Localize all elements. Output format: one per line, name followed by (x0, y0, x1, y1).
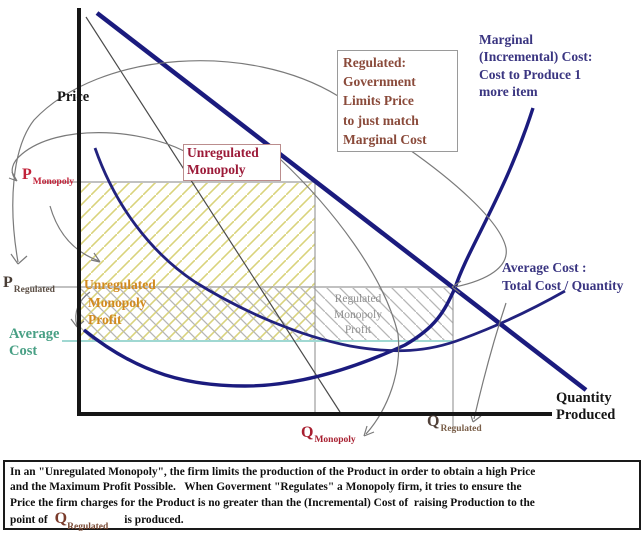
regulated-monopoly-profit-label: Regulated Monopoly Profit (318, 292, 398, 339)
arrowhead-p-monopoly (8, 171, 18, 182)
reg-profit-line1: Regulated (334, 293, 382, 305)
p-monopoly-main: P (22, 166, 32, 183)
q-monopoly-main: Q (301, 424, 314, 441)
avg-left-line2: Cost (9, 342, 38, 359)
arrowhead-q-monopoly (363, 425, 375, 437)
average-cost-label: Average Cost (9, 326, 59, 359)
regulated-line1: Regulated: (343, 55, 406, 70)
caption-line4-prefix: point of (10, 513, 48, 526)
q-regulated-label: QRegulated (427, 413, 482, 434)
p-regulated-main: P (3, 274, 13, 291)
quantity-axis-line1: Quantity (556, 390, 612, 406)
regulated-line2: Government (343, 74, 416, 90)
caption-line4: point of QRegulated is produced. (10, 509, 639, 532)
q-regulated-sub: Regulated (440, 424, 482, 434)
marginal-line4: more item (479, 83, 538, 99)
arrow-to-q-monopoly (279, 158, 400, 435)
arrow-regulated-to-intersection (406, 147, 507, 288)
unreg-box-line1: Unregulated (187, 145, 259, 160)
marginal-line3: Cost to Produce 1 (479, 66, 582, 82)
unregulated-monopoly-profit-label: Unregulated Monopoly Profit (84, 276, 156, 329)
p-monopoly-label: PMonopoly (22, 166, 74, 187)
avg-right-line2: Total Cost / Quantity (502, 277, 624, 293)
q-monopoly-sub: Monopoly (314, 435, 356, 445)
unreg-profit-line3: Profit (88, 312, 122, 327)
quantity-axis-line2: Produced (556, 407, 616, 423)
reg-profit-line2: Monopoly (334, 308, 382, 321)
price-axis-text: Price (57, 89, 90, 105)
average-cost-curve (93, 147, 566, 353)
arrowhead-intersection (451, 280, 462, 294)
unregulated-monopoly-callout-box: Unregulated Monopoly (183, 144, 281, 181)
regulated-line3: Limits Price (343, 93, 414, 109)
marginal-cost-label: Marginal (Incremental) Cost: Cost to Pro… (479, 31, 592, 100)
arrow-to-q-regulated (473, 302, 507, 420)
unreg-profit-line2: Monopoly (88, 294, 147, 310)
reg-profit-line3: Profit (344, 324, 372, 336)
quantity-axis-label: Quantity Produced (556, 390, 615, 424)
caption-line2: and the Maximum Profit Possible. When Go… (10, 481, 522, 494)
arrowhead-p-regulated (10, 253, 28, 265)
regulated-profit-hatch (81, 288, 453, 340)
arrowhead-unregulated-profit (90, 252, 101, 263)
price-axis-label: Price (57, 89, 89, 106)
caption-box: In an "Unregulated Monopoly", the firm l… (3, 460, 641, 532)
avg-right-line1: Average Cost : (502, 260, 587, 275)
marginal-revenue-line (85, 16, 341, 413)
p-regulated-sub: Regulated (13, 285, 55, 295)
regulated-line5: Marginal Cost (343, 131, 427, 147)
caption-line1: In an "Unregulated Monopoly", the firm l… (10, 466, 536, 478)
demand-line (95, 11, 588, 392)
p-monopoly-sub: Monopoly (32, 177, 74, 187)
caption-line4-suffix: is produced. (124, 513, 184, 526)
regulated-line4: to just match (343, 112, 419, 128)
marginal-line1: Marginal (479, 32, 533, 47)
arrow-to-unregulated-profit (49, 205, 100, 262)
p-regulated-label: PRegulated (3, 274, 55, 295)
q-monopoly-label: QMonopoly (301, 424, 356, 445)
q-regulated-main: Q (427, 413, 440, 430)
marginal-line2: (Incremental) Cost: (479, 49, 593, 65)
avg-left-line1: Average (9, 326, 60, 342)
arrow-unregulated-to-p-monopoly (11, 132, 185, 181)
caption-q-sub: Regulated (67, 521, 109, 532)
arrow-regulated-to-p-regulated (12, 60, 339, 263)
unreg-box-line2: Monopoly (187, 161, 246, 177)
average-cost-definition-label: Average Cost : Total Cost / Quantity (502, 259, 623, 294)
caption-line3: Price the firm charges for the Product i… (10, 496, 535, 509)
diagram-canvas (8, 8, 588, 437)
unreg-profit-line1: Unregulated (84, 277, 156, 292)
regulated-callout-box: Regulated: Government Limits Price to ju… (337, 50, 458, 153)
caption-q-main: Q (54, 509, 68, 527)
